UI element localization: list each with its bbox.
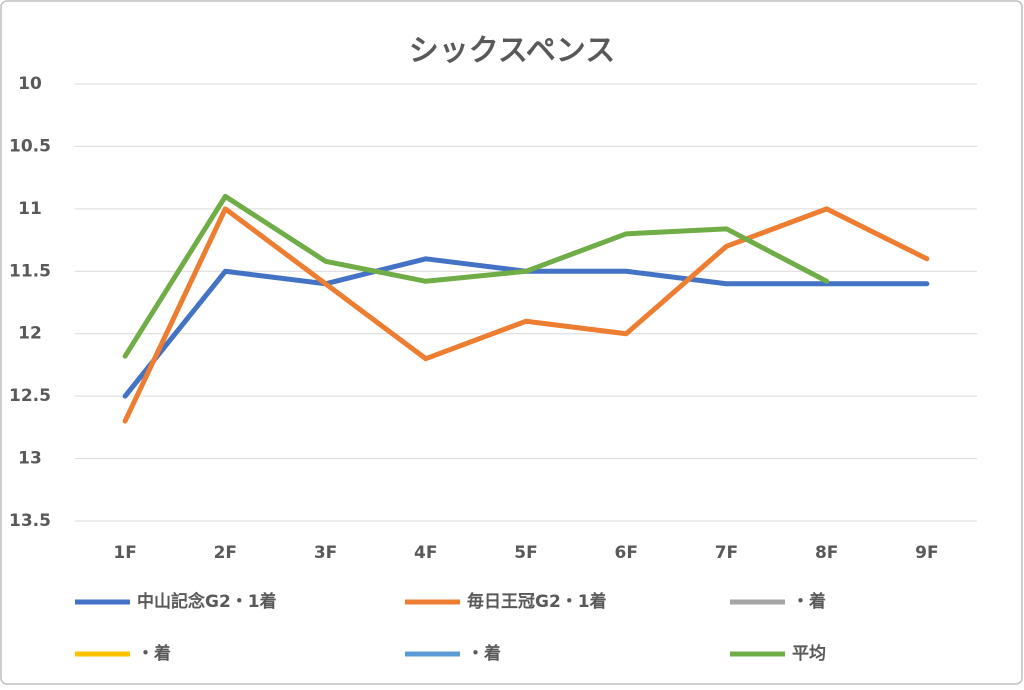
series-line bbox=[122, 193, 830, 359]
x-tick-label: 6F bbox=[614, 543, 637, 563]
series-line bbox=[122, 206, 930, 424]
x-tick-label: 2F bbox=[214, 543, 237, 563]
legend-label: ・着 bbox=[467, 643, 501, 664]
chart-title: シックスペンス bbox=[409, 34, 615, 69]
x-tick-label: 8F bbox=[815, 543, 838, 563]
x-tick-label: 9F bbox=[915, 543, 938, 563]
legend-label: ・着 bbox=[792, 591, 826, 612]
legend-label: 毎日王冠G2・1着 bbox=[467, 591, 607, 612]
x-tick-label: 5F bbox=[514, 543, 537, 563]
legend-label: ・着 bbox=[137, 643, 171, 664]
y-tick-label: 13.5 bbox=[9, 511, 51, 531]
y-tick-label: 12.5 bbox=[9, 386, 51, 406]
legend-label: 中山記念G2・1着 bbox=[137, 591, 277, 612]
y-tick-label: 11.5 bbox=[9, 261, 51, 281]
y-tick-label: 10 bbox=[18, 74, 42, 94]
y-tick-label: 13 bbox=[18, 449, 42, 469]
x-tick-label: 3F bbox=[314, 543, 337, 563]
x-tick-label: 7F bbox=[715, 543, 738, 563]
y-tick-label: 12 bbox=[18, 324, 42, 344]
y-tick-label: 11 bbox=[18, 199, 42, 219]
y-tick-label: 10.5 bbox=[9, 136, 51, 156]
legend-label: 平均 bbox=[792, 643, 826, 664]
x-tick-label: 4F bbox=[414, 543, 437, 563]
x-tick-label: 1F bbox=[113, 543, 136, 563]
